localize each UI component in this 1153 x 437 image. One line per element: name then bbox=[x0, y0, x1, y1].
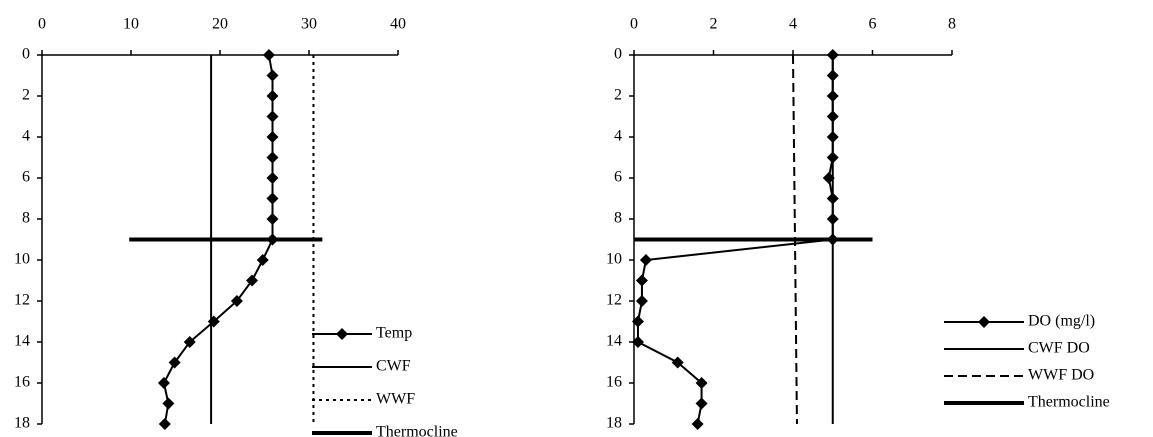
y-tick-label: 10 bbox=[14, 251, 30, 268]
y-tick-label: 0 bbox=[614, 46, 622, 63]
x-tick-label: 40 bbox=[390, 16, 406, 33]
legend-label: Thermocline bbox=[376, 424, 458, 437]
series-temp-point bbox=[266, 110, 279, 123]
series-temp-point bbox=[162, 397, 175, 410]
series-temp-point bbox=[266, 151, 279, 164]
y-tick-label: 10 bbox=[606, 251, 622, 268]
legend-label: Thermocline bbox=[1028, 394, 1110, 411]
chart-2: 0 2 4 6 8 0 2 4 6 8 10 12 14 16 18 DO (mg/l) CWF DO WWF D… bbox=[606, 16, 1110, 432]
series-temp-point bbox=[230, 295, 243, 307]
legend-label: Temp bbox=[376, 325, 412, 342]
legend: DO (mg/l) CWF DO WWF DO Thermocline bbox=[944, 313, 1110, 411]
legend-label: CWF DO bbox=[1028, 340, 1090, 357]
series-do-mg-l-point bbox=[635, 295, 648, 307]
y-tick-label: 8 bbox=[614, 210, 622, 227]
series-do-mg-l-point bbox=[631, 336, 644, 348]
y-tick-label: 16 bbox=[606, 374, 622, 391]
series-temp-point bbox=[183, 336, 196, 348]
y-tick-label: 2 bbox=[614, 87, 622, 104]
x-tick-label: 4 bbox=[789, 16, 797, 33]
y-tick-label: 14 bbox=[14, 333, 30, 350]
y-tick-label: 2 bbox=[22, 87, 30, 104]
series-temp-point bbox=[266, 192, 279, 205]
y-tick-label: 0 bbox=[22, 46, 30, 63]
legend-label: DO (mg/l) bbox=[1028, 313, 1095, 330]
y-tick-label: 12 bbox=[14, 292, 30, 309]
y-tick-label: 4 bbox=[22, 128, 30, 145]
x-tick-label: 20 bbox=[212, 16, 228, 33]
legend-swatch-marker bbox=[978, 316, 990, 328]
legend: Temp CWF WWF Thermocline bbox=[312, 325, 458, 437]
series-do-mg-l-point bbox=[695, 377, 708, 389]
series-do-mg-l-point bbox=[631, 315, 644, 328]
y-tick-label: 6 bbox=[22, 169, 30, 186]
series-temp-point bbox=[246, 274, 259, 287]
series-temp-point bbox=[158, 418, 171, 430]
series-temp-point bbox=[266, 90, 279, 102]
legend-label: WWF bbox=[376, 391, 415, 408]
series-do-mg-l-point bbox=[695, 397, 708, 410]
series-temp-point bbox=[256, 254, 269, 266]
series-temp-point bbox=[266, 131, 279, 143]
y-tick-label: 16 bbox=[14, 374, 30, 391]
y-tick-label: 18 bbox=[606, 415, 622, 432]
chart-1: 0 10 20 30 40 0 2 4 6 8 10 12 14 16 18 Temp CWF WWF Thermo… bbox=[14, 16, 458, 437]
series-do-mg-l-point bbox=[691, 418, 704, 430]
x-tick-label: 30 bbox=[301, 16, 317, 33]
x-tick-label: 0 bbox=[630, 16, 638, 33]
x-tick-label: 2 bbox=[710, 16, 718, 33]
series-do-mg-l-point bbox=[671, 356, 684, 369]
series-temp-point bbox=[266, 213, 279, 225]
series-temp-point bbox=[262, 49, 275, 61]
y-tick-label: 18 bbox=[14, 415, 30, 432]
x-tick-label: 0 bbox=[38, 16, 46, 33]
legend-swatch-marker bbox=[336, 328, 348, 340]
legend-label: WWF DO bbox=[1028, 367, 1094, 384]
series-do-mg-l-point bbox=[635, 274, 648, 287]
series-temp-point bbox=[157, 377, 170, 389]
series-temp-point bbox=[266, 172, 279, 184]
y-tick-label: 6 bbox=[614, 169, 622, 186]
x-tick-label: 6 bbox=[869, 16, 877, 33]
y-tick-label: 14 bbox=[606, 333, 622, 350]
y-tick-label: 12 bbox=[606, 292, 622, 309]
y-tick-label: 4 bbox=[614, 128, 622, 145]
x-tick-label: 8 bbox=[948, 16, 956, 33]
series-temp-point bbox=[266, 69, 279, 82]
legend-label: CWF bbox=[376, 358, 411, 375]
x-tick-label: 10 bbox=[123, 16, 139, 33]
series-temp-point bbox=[168, 356, 181, 369]
y-tick-label: 8 bbox=[22, 210, 30, 227]
series-do-mg-l-point bbox=[639, 254, 652, 266]
